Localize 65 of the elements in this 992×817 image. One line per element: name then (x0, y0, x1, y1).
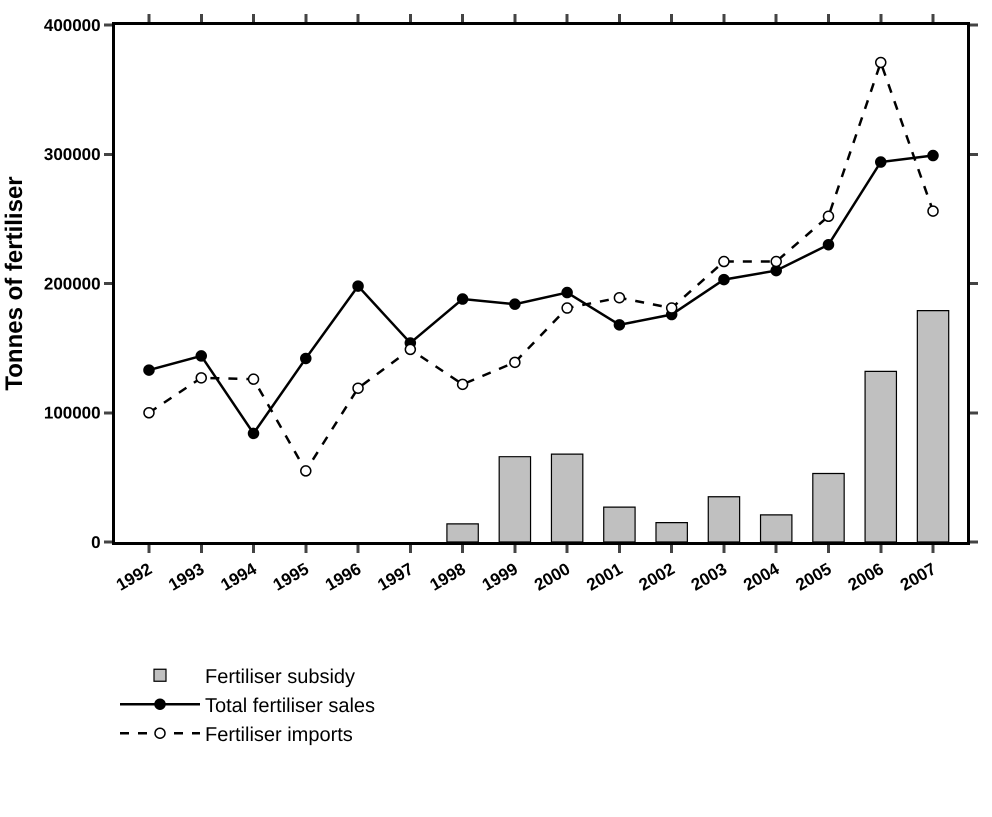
y-tick-label: 100000 (44, 404, 101, 423)
bar (498, 456, 532, 542)
point (196, 372, 207, 384)
point (300, 465, 312, 477)
bar (708, 496, 740, 542)
bar (655, 522, 688, 542)
point (666, 302, 678, 314)
x-tick-label: 2005 (792, 559, 835, 595)
x-tick-label: 2007 (897, 559, 940, 595)
point (509, 298, 521, 310)
y-tick-label: 200000 (44, 274, 101, 294)
x-tick-label: 1994 (218, 559, 260, 595)
point (300, 352, 312, 364)
y-axis-title: Tonnes of fertiliser (0, 176, 28, 391)
y-tick-label: 300000 (44, 145, 101, 164)
bar (760, 514, 792, 542)
x-tick-label: 1997 (374, 559, 417, 595)
x-tick-label: 2001 (583, 559, 626, 595)
x-tick-label: 2004 (740, 559, 783, 595)
bar (864, 370, 898, 542)
point (718, 256, 730, 268)
point (822, 210, 834, 222)
point (875, 56, 886, 68)
point (352, 280, 364, 292)
bar (812, 472, 845, 542)
legend-label: Fertiliser subsidy (205, 666, 356, 688)
point (248, 373, 260, 385)
x-tick-label: 2000 (531, 559, 574, 595)
x-tick-label: 1998 (426, 559, 469, 595)
point (561, 286, 573, 298)
x-tick-label: 1992 (112, 559, 156, 595)
point (770, 264, 782, 276)
point (770, 256, 782, 268)
x-tick-label: 1995 (270, 559, 312, 595)
bar (446, 523, 479, 542)
point (196, 350, 207, 362)
bar (550, 454, 584, 542)
point (143, 407, 155, 418)
point (822, 238, 834, 250)
x-tick-label: 2006 (844, 559, 887, 595)
point (456, 378, 468, 390)
point (352, 382, 364, 394)
x-tick-label: 2003 (688, 559, 730, 595)
point (614, 319, 626, 331)
point (875, 156, 886, 168)
x-tick-label: 1999 (478, 559, 522, 595)
point (404, 344, 416, 356)
point (143, 364, 155, 376)
point (927, 150, 939, 162)
y-tick-label: 0 (91, 532, 101, 552)
bar (603, 506, 636, 542)
point (927, 205, 939, 217)
x-tick-label: 1996 (322, 559, 364, 595)
legend-label: Total fertiliser sales (205, 695, 376, 718)
point (718, 274, 730, 286)
point (248, 428, 260, 440)
x-tick-label: 1993 (165, 559, 208, 595)
bar (916, 310, 950, 542)
legend-label: Fertiliser imports (205, 724, 353, 746)
y-tick-label: 400000 (44, 16, 101, 35)
x-tick-label: 2002 (636, 559, 678, 595)
point (456, 293, 468, 305)
point (561, 302, 573, 314)
point (614, 292, 626, 304)
point (509, 356, 521, 368)
